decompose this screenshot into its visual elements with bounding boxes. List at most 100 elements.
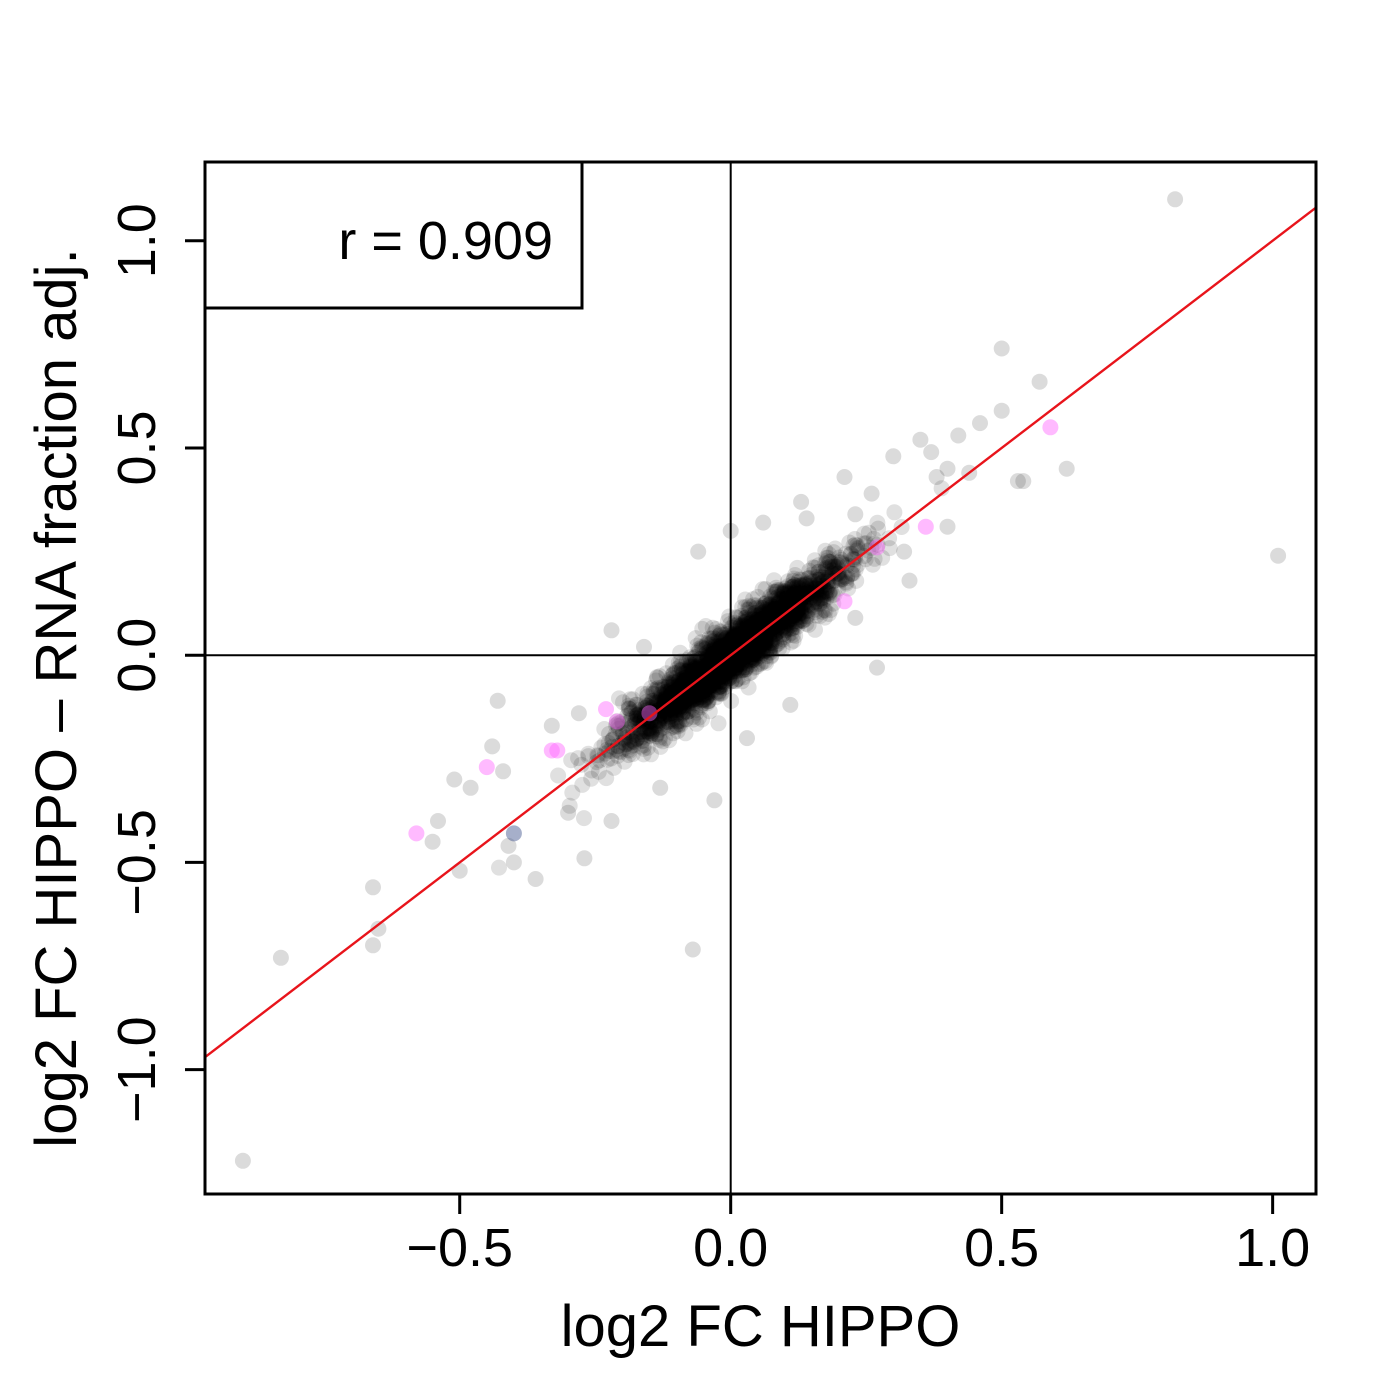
data-point [650, 715, 667, 732]
data-point [678, 690, 694, 707]
data-point [689, 682, 706, 699]
data-point [658, 705, 675, 722]
data-point [821, 554, 838, 570]
data-point [753, 628, 770, 645]
data-point [893, 519, 910, 535]
data-point [791, 579, 807, 596]
data-point [760, 597, 776, 614]
data-point [678, 663, 695, 680]
data-point [764, 606, 781, 623]
data-point [728, 632, 745, 649]
data-point [721, 639, 738, 656]
data-point [707, 654, 724, 671]
data-point [688, 696, 705, 713]
data-point [663, 705, 680, 722]
data-point [939, 460, 956, 477]
data-point [632, 713, 649, 730]
data-point [690, 681, 707, 698]
data-point [686, 690, 703, 707]
data-point [681, 683, 698, 700]
data-point [689, 658, 706, 675]
data-point [747, 600, 764, 617]
data-point [712, 625, 729, 642]
data-point [688, 715, 705, 732]
data-point [724, 631, 741, 648]
data-point [808, 607, 825, 624]
data-point [704, 638, 721, 655]
data-point [709, 673, 726, 690]
data-point [757, 617, 773, 634]
data-point [650, 681, 667, 698]
data-point [736, 648, 753, 665]
data-point [628, 731, 645, 748]
data-point [830, 554, 847, 570]
data-point [720, 635, 737, 652]
data-point [809, 584, 826, 601]
data-point [700, 669, 717, 686]
data-point [734, 599, 751, 616]
data-point [758, 634, 775, 651]
data-point [746, 604, 763, 621]
data-point [697, 681, 714, 698]
data-point [663, 713, 680, 730]
data-point [798, 615, 815, 632]
data-point [662, 682, 679, 699]
data-point [728, 663, 745, 680]
data-point [717, 655, 734, 671]
data-point [611, 743, 627, 760]
data-point [762, 634, 779, 651]
data-point [779, 614, 795, 631]
data-point [667, 701, 684, 718]
data-point [789, 574, 806, 590]
data-point [656, 708, 673, 725]
data-point [710, 715, 727, 732]
data-point [750, 637, 767, 654]
data-point [820, 569, 837, 586]
data-point [623, 704, 639, 721]
data-point [790, 599, 807, 616]
data-point [643, 704, 659, 721]
data-point [759, 608, 776, 625]
data-point [664, 702, 681, 719]
data-point [781, 620, 798, 637]
data-point [636, 710, 653, 727]
data-point [730, 655, 747, 672]
data-point [682, 654, 699, 671]
data-point [679, 682, 696, 699]
data-point [658, 665, 675, 682]
data-point [749, 636, 766, 653]
data-point [714, 673, 731, 690]
data-point [713, 678, 730, 695]
data-point [712, 638, 729, 654]
data-point [753, 605, 769, 622]
data-point [685, 680, 702, 697]
data-point [789, 599, 806, 616]
data-point [636, 638, 652, 655]
data-point [767, 603, 784, 620]
data-point [756, 637, 773, 654]
data-point [688, 671, 704, 688]
data-point [680, 662, 697, 679]
data-point [686, 690, 703, 707]
data-point [656, 686, 673, 703]
data-point [782, 580, 799, 597]
data-point [676, 700, 692, 717]
data-point [712, 677, 729, 694]
data-point [789, 559, 806, 576]
data-point [678, 704, 695, 721]
data-point [664, 656, 681, 673]
data-point [743, 635, 760, 652]
data-point [710, 667, 727, 684]
data-point [747, 625, 764, 641]
data-point [767, 600, 784, 617]
data-point [649, 691, 665, 708]
data-point [700, 675, 717, 692]
data-point [817, 586, 834, 603]
data-point [798, 510, 815, 527]
data-point [711, 685, 727, 702]
data-point [801, 575, 818, 591]
data-point [717, 654, 734, 671]
data-point [787, 627, 804, 644]
data-point [716, 632, 733, 649]
data-point [652, 779, 669, 796]
